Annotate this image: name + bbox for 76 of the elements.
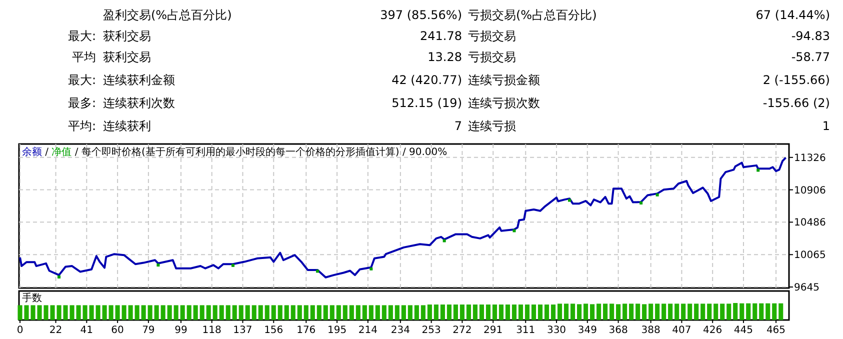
text: 平均:	[68, 119, 96, 133]
point	[656, 193, 659, 196]
x-tick-label: 368	[608, 325, 628, 336]
y-tick-label: 11326	[794, 152, 826, 164]
x-tick-label: 79	[142, 325, 155, 336]
annotation: /	[42, 147, 52, 158]
x-tick-label: 214	[358, 325, 378, 336]
text: 397 (85.56%)	[380, 8, 462, 22]
x-tick-label: 156	[264, 325, 284, 336]
x-tick-label: 176	[296, 325, 316, 336]
x-tick-label: 195	[327, 325, 347, 336]
text: 连续亏损金额	[468, 73, 540, 87]
text: 512.15 (19)	[392, 96, 462, 110]
text: 连续亏损次数	[468, 96, 540, 110]
x-tick-label: 291	[484, 325, 503, 336]
text: 连续亏损	[468, 119, 516, 133]
point	[640, 201, 643, 204]
x-tick-label: 465	[766, 325, 786, 336]
text: 盈利交易(%占总百分比)	[103, 8, 232, 22]
x-tick-label: 426	[703, 325, 722, 336]
text: 最大:	[68, 29, 96, 43]
text: 最多:	[68, 96, 96, 110]
x-tick-label: 445	[734, 325, 754, 336]
x-tick-label: 330	[546, 325, 566, 336]
text: 连续获利金额	[103, 73, 175, 87]
line-series	[19, 156, 787, 278]
point	[756, 168, 760, 172]
text: 亏损交易	[468, 50, 516, 64]
x-tick-label: 137	[233, 325, 252, 336]
x-tick-label: 22	[49, 325, 62, 336]
x-tick-label: 311	[516, 325, 536, 336]
x-tick-label: 99	[174, 325, 188, 336]
text: 42 (420.77)	[392, 73, 462, 87]
text: 连续获利次数	[103, 96, 175, 110]
text: -58.77	[791, 50, 830, 64]
y-tick-label: 10065	[794, 250, 826, 262]
chart-title: 手数	[22, 292, 42, 304]
x-tick-label: 118	[202, 325, 222, 336]
text: 平均	[72, 50, 96, 64]
text: 241.78	[420, 29, 462, 43]
point	[156, 264, 160, 267]
text: 1	[822, 119, 830, 133]
y-tick-label: 9645	[794, 282, 820, 294]
text: 亏损交易	[468, 29, 516, 43]
point	[58, 275, 61, 278]
x-tick-label: 234	[390, 325, 410, 336]
x-tick-label: 0	[16, 325, 24, 336]
x-tick-label: 272	[452, 325, 472, 336]
chart-title: / 每个即时价格(基于所有可利用的最小时段的每一个价格的分形插值计算) / 90.00%	[74, 146, 448, 158]
y-tick-label: 10486	[794, 218, 826, 229]
x-tick-label: 407	[672, 325, 692, 336]
point	[442, 239, 446, 242]
text: 余额	[22, 146, 42, 158]
x-tick-label: 41	[80, 325, 94, 336]
text: 13.28	[428, 50, 462, 64]
point	[512, 229, 516, 232]
text: -94.83	[791, 29, 830, 43]
point	[370, 267, 373, 270]
text: 获利交易	[103, 50, 151, 64]
text: 亏损交易(%占总百分比)	[468, 8, 597, 22]
text: 最大:	[68, 73, 96, 87]
text: 2 (-155.66)	[762, 73, 830, 87]
x-tick-label: 388	[641, 325, 660, 336]
x-tick-label: 349	[578, 325, 597, 336]
text: -155.66 (2)	[762, 96, 830, 110]
point	[231, 264, 234, 267]
point	[316, 270, 320, 273]
point	[568, 198, 572, 202]
y-tick-label: 10906	[794, 185, 826, 196]
x-tick-label: 253	[422, 325, 441, 336]
text: 67 (14.44%)	[756, 8, 830, 22]
text: 净值	[52, 146, 72, 158]
x-tick-label: 60	[111, 325, 124, 336]
text: 获利交易	[103, 29, 151, 43]
text: 7	[454, 119, 462, 133]
text: 连续获利	[103, 119, 151, 133]
